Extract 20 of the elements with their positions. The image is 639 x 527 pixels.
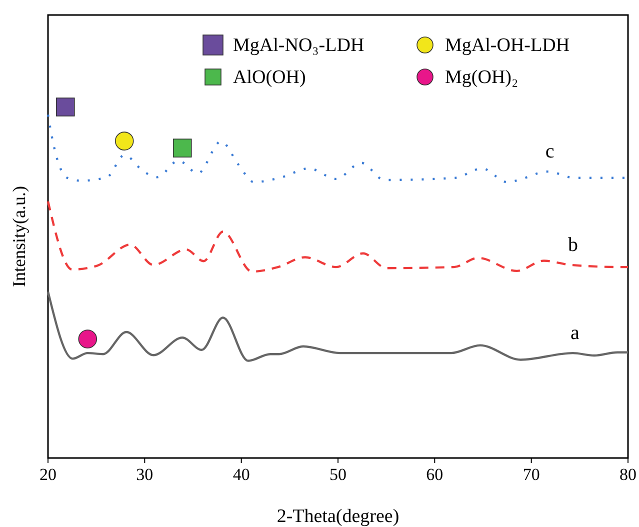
- x-tick-label: 20: [40, 465, 56, 484]
- x-tick-label: 70: [522, 465, 540, 484]
- legend-label: Mg(OH)₂: [445, 67, 518, 88]
- x-axis-title: 2-Theta(degree): [276, 506, 400, 527]
- series-label: b: [568, 234, 578, 256]
- x-tick-label: 80: [620, 465, 636, 484]
- legend-label: MgAl-NO₃-LDH: [233, 35, 364, 56]
- series-label: c: [545, 140, 554, 163]
- legend-label: AlO(OH): [233, 67, 306, 88]
- y-axis-title: Intensity(a.u.): [9, 186, 29, 287]
- legend-label: MgAl-OH-LDH: [445, 35, 570, 56]
- x-tick-label: 30: [136, 465, 154, 484]
- x-tick-label: 60: [426, 465, 444, 484]
- point: [172, 138, 192, 158]
- point: [78, 330, 98, 348]
- point: [114, 132, 134, 150]
- point: [56, 98, 75, 116]
- series-label: a: [570, 322, 580, 344]
- x-tick-label: 50: [330, 465, 346, 484]
- x-tick-label: 40: [232, 465, 250, 484]
